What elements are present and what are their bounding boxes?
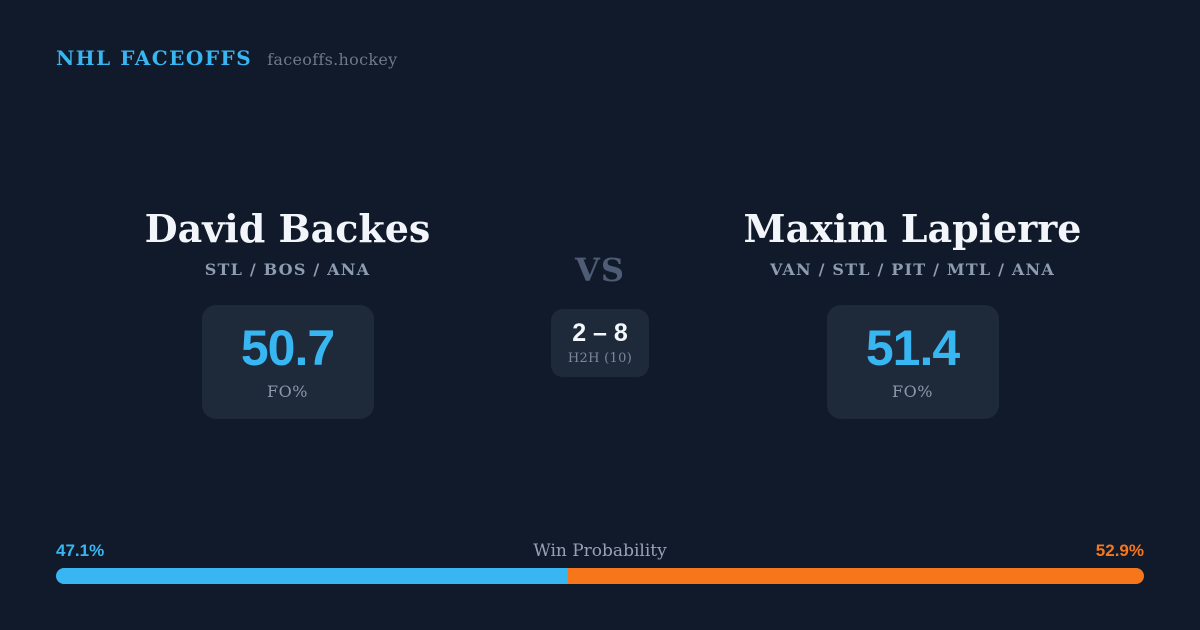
head-to-head-card: 2 – 8 H2H (10) — [551, 309, 649, 377]
player-left-name: David Backes — [144, 206, 431, 251]
vs-label: VS — [575, 251, 625, 289]
player-left-fo-label: FO% — [267, 382, 308, 401]
win-prob-bar-left — [56, 568, 569, 584]
win-prob-bar-right — [568, 568, 1144, 584]
player-right-fo-label: FO% — [892, 382, 933, 401]
win-prob-left-pct: 47.1% — [56, 541, 105, 560]
header: NHL FACEOFFS faceoffs.hockey — [56, 46, 397, 70]
win-prob-title: Win Probability — [533, 541, 667, 561]
brand-title: NHL FACEOFFS — [56, 46, 253, 70]
player-left-faceoff-card: 50.7 FO% — [201, 305, 374, 419]
head-to-head-label: H2H (10) — [567, 350, 633, 366]
player-right-column: Maxim Lapierre VAN / STL / PIT / MTL / A… — [705, 206, 1120, 419]
player-left-teams: STL / BOS / ANA — [204, 260, 371, 279]
player-right-fo-pct: 51.4 — [865, 320, 960, 376]
player-right-teams: VAN / STL / PIT / MTL / ANA — [769, 260, 1055, 279]
win-probability-labels: 47.1% Win Probability 52.9% — [56, 541, 1144, 561]
site-url: faceoffs.hockey — [267, 50, 398, 69]
win-prob-right-pct: 52.9% — [1095, 541, 1144, 560]
player-left-column: David Backes STL / BOS / ANA 50.7 FO% — [80, 206, 495, 419]
versus-column: VS 2 – 8 H2H (10) — [490, 250, 710, 377]
player-right-name: Maxim Lapierre — [743, 206, 1082, 251]
player-left-fo-pct: 50.7 — [240, 320, 335, 376]
head-to-head-score: 2 – 8 — [572, 318, 628, 347]
win-probability-bar — [56, 568, 1144, 584]
player-right-faceoff-card: 51.4 FO% — [826, 305, 999, 419]
